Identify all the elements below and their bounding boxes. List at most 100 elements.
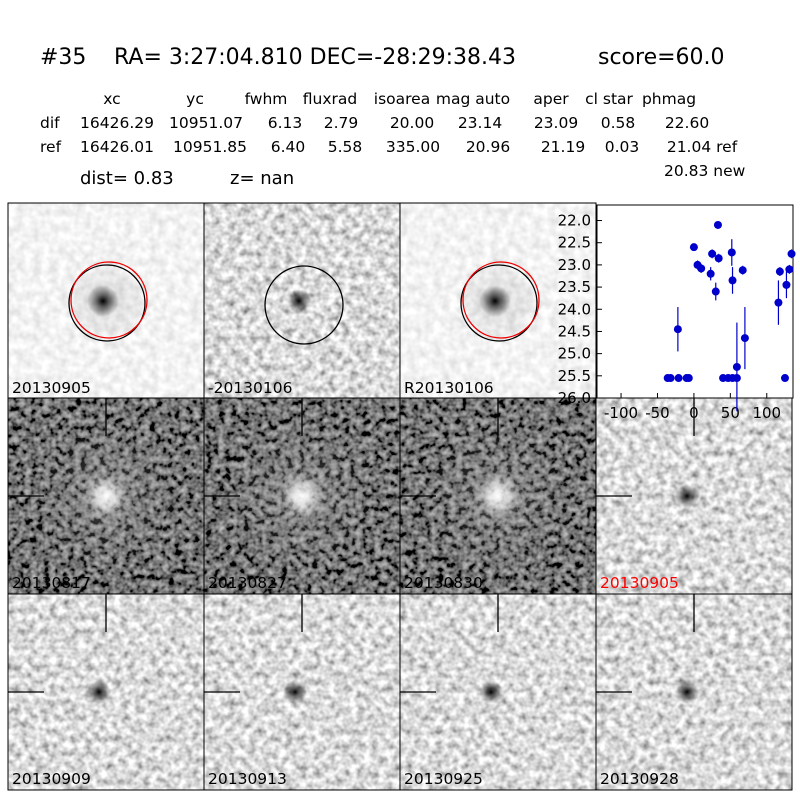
point	[732, 362, 741, 371]
stamp: R20130106	[399, 202, 597, 400]
point	[708, 249, 717, 258]
table-cell: 5.58	[328, 138, 363, 156]
column-header: fluxrad	[303, 90, 357, 108]
light-curve: 22.0 22.5 23.0 23.5 24.0 24.5 25.0 25.5 26.0 -100…	[558, 204, 796, 422]
table-cell: 23.09	[534, 114, 578, 132]
point	[674, 374, 683, 383]
stamp-frame	[595, 593, 793, 791]
stamp: 20130909	[7, 593, 205, 791]
point	[775, 267, 784, 276]
x-tick-label: -50	[645, 404, 670, 422]
source	[675, 680, 699, 704]
table-cell: 16426.29	[80, 114, 154, 132]
stamp-label: 20130830	[404, 574, 483, 592]
stamp: 20130928	[595, 593, 793, 791]
table-cell: ref	[40, 138, 62, 156]
point	[689, 243, 698, 252]
stamp-label: 20130925	[404, 770, 483, 788]
source	[87, 285, 119, 317]
source	[675, 484, 699, 508]
stamp-label: 20130928	[600, 770, 679, 788]
stamp: 20130925	[399, 593, 597, 791]
source	[287, 289, 311, 313]
column-header: yc	[186, 90, 204, 108]
y-tick-label: 24.0	[558, 300, 591, 318]
z: z= nan	[230, 168, 294, 189]
point	[740, 334, 749, 343]
stamp-label: 20130827	[208, 574, 287, 592]
point	[785, 265, 794, 274]
column-header: fwhm	[245, 90, 288, 108]
score: score=60.0	[598, 45, 725, 70]
table-cell: 10951.85	[173, 138, 247, 156]
table-cell: 20.96	[466, 138, 510, 156]
source	[87, 680, 111, 704]
column-header: phmag	[642, 90, 696, 108]
y-tick-label: 23.0	[558, 256, 591, 274]
column-header: mag auto	[436, 90, 510, 108]
point	[706, 269, 715, 278]
y-tick-label: 26.0	[558, 389, 591, 407]
point	[727, 248, 736, 257]
table-cell: 23.14	[458, 114, 502, 132]
x-tick-label: 0	[689, 404, 699, 422]
point	[713, 220, 722, 229]
galaxy	[418, 416, 578, 576]
table-cell: dif	[40, 114, 60, 132]
x-tick-label: -100	[604, 404, 638, 422]
source	[479, 285, 511, 317]
table-cell: 21.04 ref	[667, 138, 738, 156]
stamps: 20130905 -20130106 R20130106 20130817 201308…	[7, 202, 793, 791]
y-tick-label: 22.0	[558, 212, 591, 230]
point	[774, 298, 783, 307]
galaxy	[222, 416, 382, 576]
aperture	[460, 264, 538, 342]
y-tick-label: 25.5	[558, 367, 591, 385]
table-cell: 16426.01	[80, 138, 154, 156]
stamp-label: 20130817	[12, 574, 91, 592]
point	[782, 280, 791, 289]
column-header: isoarea	[374, 90, 430, 108]
aperture	[68, 264, 146, 342]
point	[684, 374, 693, 383]
stamp-label: R20130106	[404, 379, 494, 397]
stamp: -20130106	[203, 202, 401, 400]
stamp-label: 20130913	[208, 770, 287, 788]
point	[780, 374, 789, 383]
candidate-id: #35	[40, 45, 86, 70]
point	[666, 374, 675, 383]
y-tick-label: 24.5	[558, 322, 591, 340]
stamp: 20130913	[203, 593, 401, 791]
column-header: xc	[103, 90, 120, 108]
table-cell: 2.79	[324, 114, 359, 132]
point	[714, 254, 723, 263]
galaxy	[26, 416, 186, 576]
aperture-ref	[70, 261, 148, 339]
table-cell: 10951.07	[169, 114, 243, 132]
table-cell: 22.60	[665, 114, 709, 132]
stamp: 20130905	[595, 397, 793, 595]
table-cell: 0.03	[605, 138, 640, 156]
x-tick-label: 100	[752, 404, 781, 422]
source	[479, 680, 503, 704]
table-cell: 335.00	[386, 138, 440, 156]
aperture-ref	[462, 261, 540, 339]
y-tick-label: 25.0	[558, 345, 591, 363]
point	[673, 325, 682, 334]
point	[697, 264, 706, 273]
stamp: 20130905	[7, 202, 205, 400]
header: #35 RA= 3:27:04.810 DEC=-28:29:38.43 sco…	[40, 45, 746, 189]
table-cell: 21.19	[541, 138, 585, 156]
table-cell: 6.13	[268, 114, 303, 132]
stamp-label: 20130909	[12, 770, 91, 788]
y-tick-label: 23.5	[558, 278, 591, 296]
stamp: 20130817	[7, 397, 205, 595]
stamp-label: 20130905	[600, 574, 679, 592]
point	[728, 276, 737, 285]
stamp: 20130830	[399, 397, 597, 595]
phmag-new: 20.83 new	[664, 162, 746, 180]
point	[738, 266, 747, 275]
point	[732, 374, 741, 383]
aperture	[264, 265, 344, 345]
